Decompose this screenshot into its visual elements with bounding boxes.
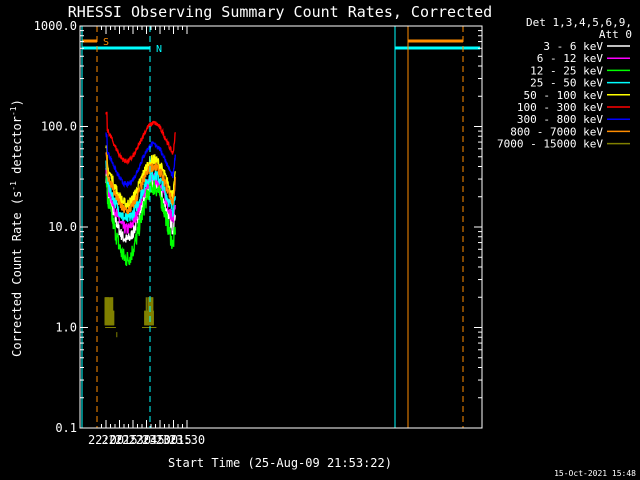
saa-flag-label: S — [103, 37, 109, 48]
legend-label-3: 25 - 50 keV — [530, 77, 603, 90]
y-label-mid: detector — [10, 116, 24, 181]
series-line-0 — [105, 172, 176, 243]
legend-header-line-2: Att 0 — [599, 28, 632, 41]
legend-label-5: 100 - 300 keV — [517, 101, 603, 114]
y-tick-label: 1.0 — [55, 321, 77, 335]
night-flag-label: N — [156, 44, 162, 55]
legend-label-8: 7000 - 15000 keV — [497, 138, 603, 151]
y-label-main: Corrected Count Rate (s — [10, 191, 24, 357]
series-layer — [104, 111, 176, 338]
chart-title: RHESSI Observing Summary Count Rates, Co… — [68, 3, 492, 21]
x-tick-label: 22:30 — [115, 433, 151, 447]
x-tick-label: 22:15 — [101, 433, 137, 447]
legend-label-2: 12 - 25 keV — [530, 64, 603, 77]
legend-label-6: 300 - 800 keV — [517, 113, 603, 126]
y-label-sup-2: -1 — [9, 106, 18, 116]
x-tick-label: 23:15 — [155, 433, 191, 447]
y-label-end: ) — [10, 99, 24, 106]
y-tick-label: 100.0 — [41, 120, 77, 134]
y-tick-label: 0.1 — [55, 421, 77, 435]
y-axis-label: Corrected Count Rate (s-1 detector-1) — [9, 99, 24, 357]
x-tick-label: 23:00 — [142, 433, 178, 447]
x-tick-label: 22:45 — [128, 433, 164, 447]
y-tick-label: 10.0 — [48, 220, 77, 234]
legend-label-1: 6 - 12 keV — [537, 52, 604, 65]
x-tick-label: 23:30 — [169, 433, 205, 447]
x-tick-label: 22:00 — [88, 433, 124, 447]
series-line-5 — [105, 111, 176, 165]
title-group: RHESSI Observing Summary Count Rates, Co… — [68, 3, 492, 21]
series-line-2 — [105, 176, 176, 267]
series-line-6 — [105, 132, 176, 189]
legend-label-4: 50 - 100 keV — [524, 89, 604, 102]
series-line-7 — [105, 152, 176, 215]
legend-header-line-1: Det 1,3,4,5,6,9, — [526, 16, 632, 29]
y-tick-label: 1000.0 — [34, 19, 77, 33]
plot-area: SN 22:0022:1522:3022:4523:0023:1523:300.… — [34, 19, 483, 447]
footer-date: 15-Oct-2021 15:48 — [554, 469, 636, 478]
legend-label-0: 3 - 6 keV — [543, 40, 603, 53]
y-label-sup-1: -1 — [9, 181, 18, 191]
legend-label-7: 800 - 7000 keV — [510, 125, 603, 138]
x-axis-label: Start Time (25-Aug-09 21:53:22) — [168, 456, 392, 470]
flags-layer: SN — [81, 26, 480, 428]
